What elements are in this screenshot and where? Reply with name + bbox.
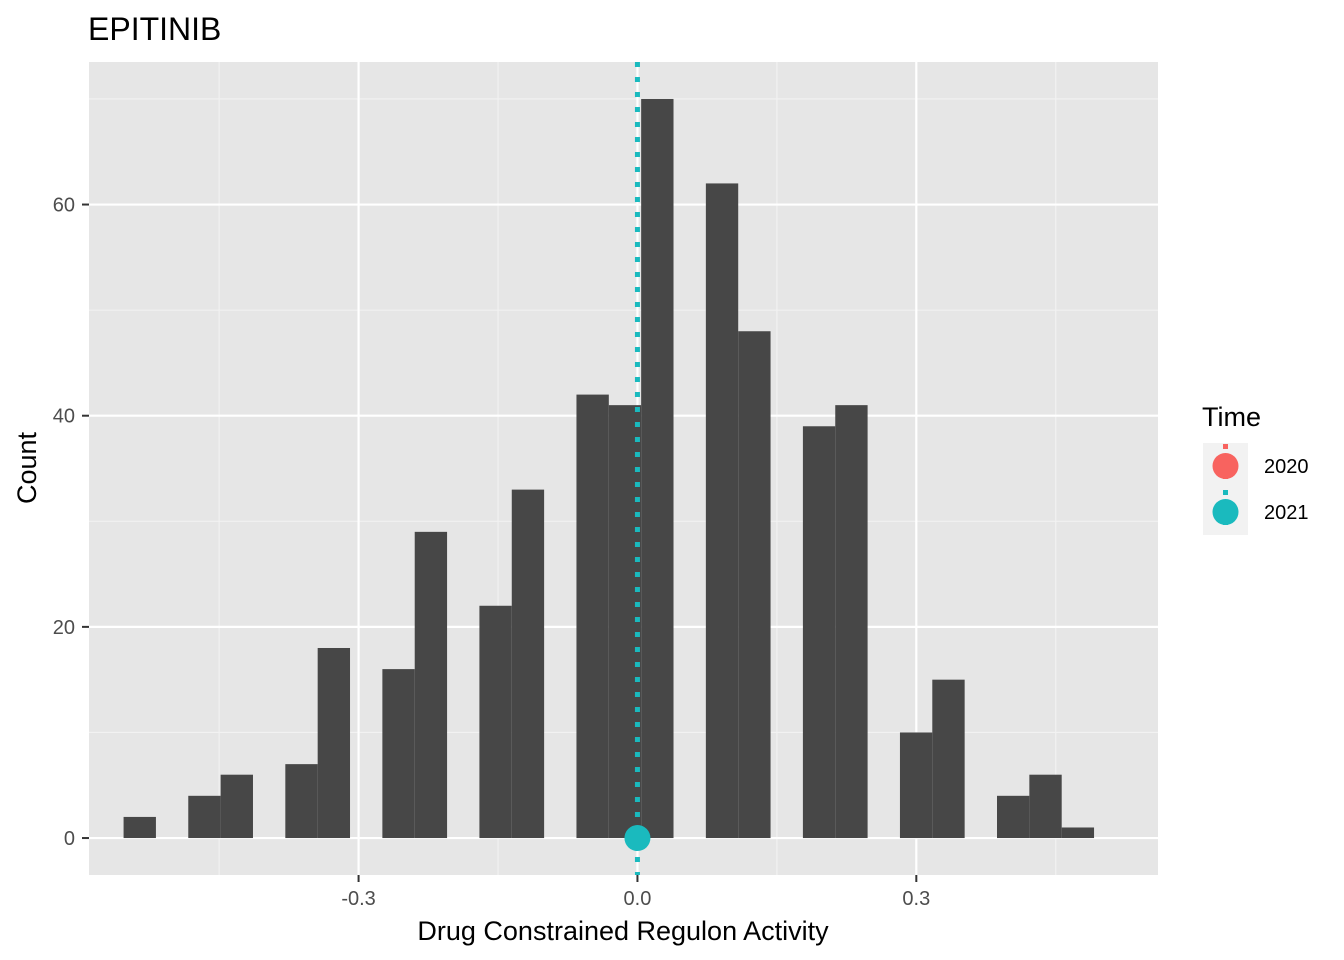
- histogram-bar: [1061, 827, 1095, 839]
- histogram-bar: [576, 394, 609, 839]
- x-tick-label: 0.0: [624, 888, 652, 910]
- legend-title: Time: [1202, 402, 1261, 432]
- y-tick-label: 20: [53, 617, 75, 639]
- histogram-bar: [835, 405, 868, 839]
- histogram-bar: [285, 764, 318, 839]
- chart-title: EPITINIB: [88, 11, 221, 47]
- histogram-bar: [382, 669, 415, 839]
- histogram-bars: [123, 98, 1095, 839]
- y-axis: 0 20 40 60: [53, 195, 89, 850]
- legend-label: 2021: [1264, 502, 1309, 524]
- histogram-bar: [899, 732, 933, 839]
- legend-keys: 2020 2021: [1203, 443, 1309, 535]
- x-tick-label: -0.3: [341, 888, 375, 910]
- histogram-bar: [738, 331, 771, 839]
- histogram-bar: [188, 795, 221, 839]
- histogram-bar: [220, 774, 253, 839]
- legend-label: 2020: [1264, 456, 1309, 478]
- y-tick-label: 60: [53, 195, 75, 217]
- y-tick-label: 40: [53, 406, 75, 428]
- histogram-bar: [641, 98, 674, 839]
- histogram-bar: [1029, 774, 1062, 839]
- histogram-bar: [414, 531, 448, 839]
- histogram-bar: [996, 795, 1030, 839]
- histogram-bar: [705, 183, 739, 839]
- reference-point: [624, 825, 651, 852]
- legend: Time 2020 2021: [1202, 402, 1309, 535]
- legend-key-point: [1212, 453, 1239, 479]
- x-axis: -0.3 0.0 0.3: [341, 875, 930, 910]
- y-axis-title: Count: [12, 431, 42, 504]
- histogram-bar: [479, 605, 512, 839]
- histogram-bar: [932, 679, 965, 839]
- histogram-bar: [802, 426, 836, 839]
- y-tick-label: 0: [64, 828, 75, 850]
- histogram-bar: [123, 816, 156, 839]
- histogram-bar: [511, 489, 545, 839]
- x-tick-label: 0.3: [902, 888, 930, 910]
- reference-marker: [624, 62, 651, 875]
- x-axis-title: Drug Constrained Regulon Activity: [417, 916, 829, 946]
- histogram-bar: [317, 647, 351, 839]
- legend-key-point: [1212, 499, 1239, 525]
